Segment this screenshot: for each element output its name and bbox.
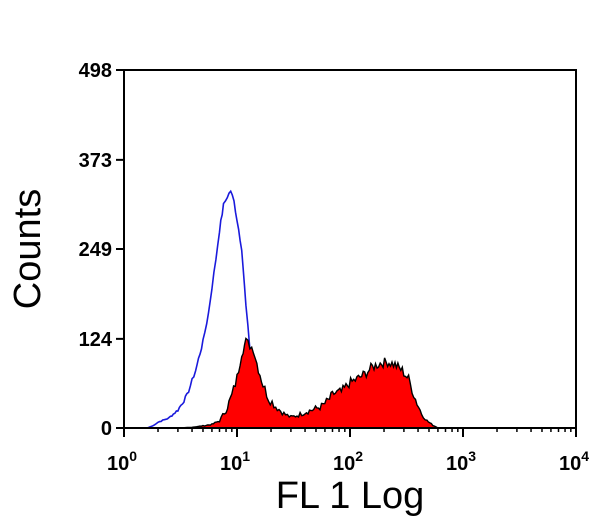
- y-tick-label: 498: [79, 60, 112, 82]
- x-tick-label: 101: [220, 448, 250, 475]
- y-tick-label: 0: [101, 418, 112, 440]
- y-axis: 0 124 249 373 498: [79, 60, 124, 440]
- x-axis: 100 101 102 103 104: [107, 428, 589, 475]
- y-axis-title: Counts: [7, 189, 49, 309]
- x-tick-label: 103: [446, 448, 476, 475]
- x-tick-label: 102: [333, 448, 363, 475]
- y-tick-label: 249: [79, 239, 112, 261]
- y-tick-label: 373: [79, 150, 112, 172]
- x-axis-title: FL 1 Log: [276, 475, 425, 517]
- series-1-outline-histogram: [146, 189, 299, 429]
- plot-area: [146, 189, 441, 429]
- y-tick-label: 124: [79, 329, 113, 351]
- series-2-filled-histogram: [177, 337, 441, 429]
- x-tick-label: 100: [107, 448, 137, 475]
- x-tick-label: 104: [559, 448, 589, 475]
- plot-frame: [123, 69, 577, 429]
